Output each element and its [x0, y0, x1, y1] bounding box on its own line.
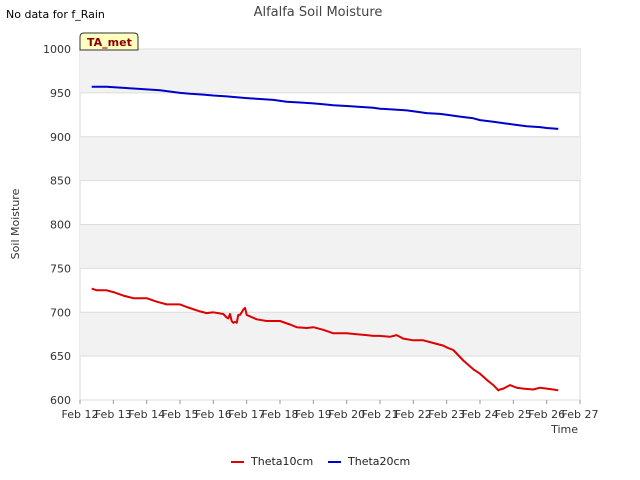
y-tick-label: 800 — [50, 219, 71, 232]
legend-label-theta20cm: Theta20cm — [347, 455, 410, 468]
y-tick-label: 950 — [50, 87, 71, 100]
y-tick-label: 1000 — [43, 43, 71, 56]
x-tick-label: Feb 12 — [62, 408, 99, 421]
series-layer — [91, 85, 559, 392]
x-tick-label: Feb 16 — [195, 408, 232, 421]
legend: Theta10cm Theta20cm — [231, 455, 410, 468]
series-line-theta20cm — [91, 85, 559, 130]
x-tick-label: Feb 18 — [262, 408, 299, 421]
x-tick-label: Feb 22 — [395, 408, 432, 421]
plot-band — [80, 312, 580, 357]
x-axis-label: Time — [550, 423, 578, 436]
x-tick-label: Feb 17 — [228, 408, 265, 421]
y-tick-label: 750 — [50, 262, 71, 275]
plot-band — [80, 224, 580, 269]
station-badge: TA_met — [79, 32, 139, 51]
x-tick-label: Feb 23 — [428, 408, 465, 421]
badge-label: TA_met — [87, 36, 132, 49]
x-tick-label: Feb 27 — [562, 408, 599, 421]
plot-band — [80, 136, 580, 181]
y-axis-label: Soil Moisture — [9, 188, 22, 259]
y-axis-ticks: 600 650 700 750 800 850 900 950 1000 — [43, 43, 71, 407]
y-tick-label: 850 — [50, 175, 71, 188]
x-tick-label: Feb 14 — [128, 408, 165, 421]
x-tick-label: Feb 13 — [95, 408, 132, 421]
chart-title: Alfalfa Soil Moisture — [254, 5, 383, 20]
x-tick-label: Feb 20 — [328, 408, 365, 421]
no-data-note: No data for f_Rain — [6, 8, 105, 21]
x-tick-label: Feb 19 — [295, 408, 332, 421]
x-tick-label: Feb 21 — [362, 408, 399, 421]
y-tick-label: 650 — [50, 350, 71, 363]
x-tick-label: Feb 26 — [528, 408, 565, 421]
legend-label-theta10cm: Theta10cm — [250, 455, 313, 468]
x-tick-label: Feb 25 — [495, 408, 532, 421]
x-tick-label: Feb 24 — [462, 408, 499, 421]
y-tick-label: 900 — [50, 131, 71, 144]
gridlines — [80, 48, 580, 401]
series-line-theta10cm — [91, 287, 559, 392]
badge-box — [79, 32, 139, 51]
plot-band — [80, 49, 580, 93]
y-tick-label: 600 — [50, 394, 71, 407]
x-tick-label: Feb 15 — [162, 408, 199, 421]
y-tick-label: 700 — [50, 306, 71, 319]
